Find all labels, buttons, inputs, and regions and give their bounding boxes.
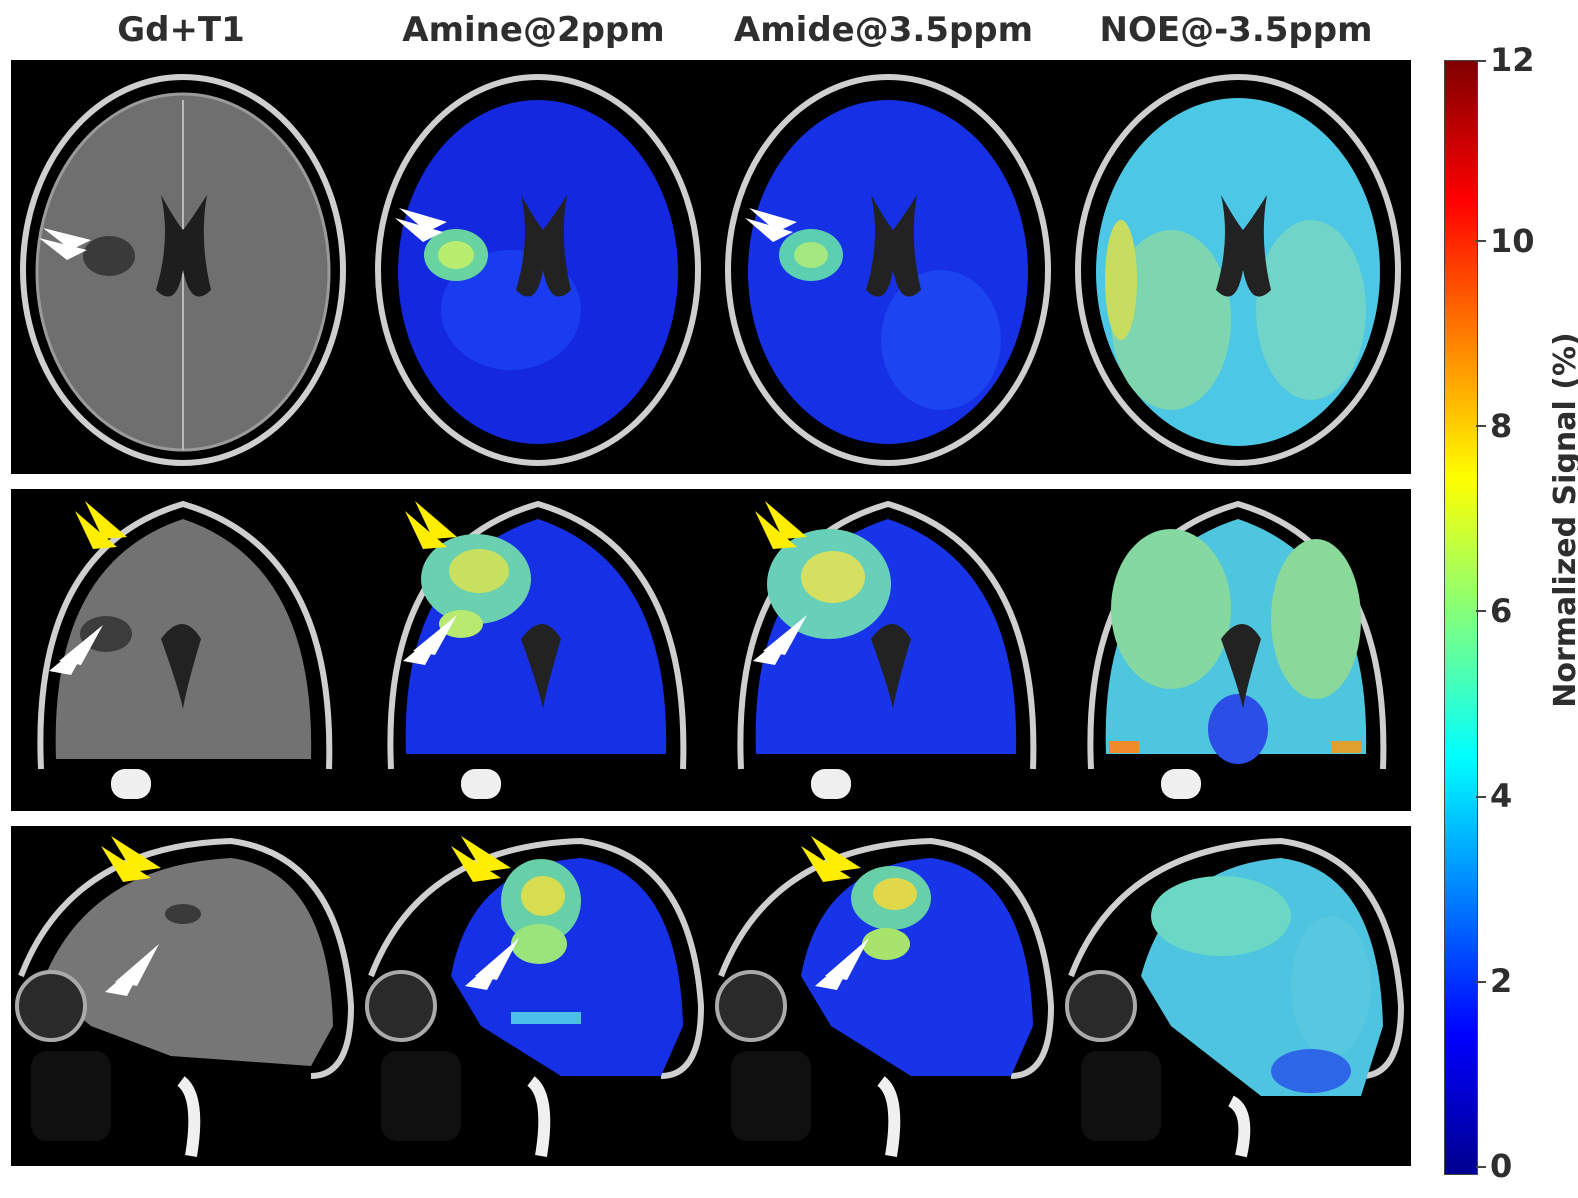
colorbar-label: Normalized Signal (%) xyxy=(1548,332,1578,708)
image-sagittal-amide xyxy=(711,826,1061,1166)
image-sagittal-amine xyxy=(361,826,711,1166)
colorbar-tick-label: 0 xyxy=(1490,1147,1513,1185)
image-axial-amide xyxy=(711,60,1061,474)
colorbar-tick-mark xyxy=(1476,1166,1486,1168)
image-coronal-gd-t1 xyxy=(11,489,361,811)
image-coronal-noe xyxy=(1061,489,1411,811)
column-title-noe: NOE@-3.5ppm xyxy=(1099,10,1373,50)
colorbar-tick-mark xyxy=(1476,60,1486,62)
colorbar-tick-mark xyxy=(1476,425,1486,427)
column-title-amide: Amide@3.5ppm xyxy=(733,10,1034,50)
panel-row-axial xyxy=(11,60,1411,474)
colorbar-tick-label: 8 xyxy=(1490,407,1513,445)
colorbar-tick-mark xyxy=(1476,610,1486,612)
image-axial-amine xyxy=(361,60,711,474)
colorbar-tick-mark xyxy=(1476,240,1486,242)
yellow-arrow-icon xyxy=(85,501,127,539)
colorbar xyxy=(1444,60,1478,1175)
image-axial-gd-t1 xyxy=(11,60,361,474)
colorbar-tick-label: 2 xyxy=(1490,962,1513,1000)
image-sagittal-gd-t1 xyxy=(11,826,361,1166)
yellow-arrow-icon xyxy=(811,836,861,872)
yellow-arrow-icon xyxy=(415,501,457,539)
white-arrow-icon xyxy=(749,208,797,232)
colorbar-tick-mark xyxy=(1476,796,1486,798)
image-sagittal-noe xyxy=(1061,826,1411,1166)
colorbar-tick-mark xyxy=(1476,981,1486,983)
panel-row-sagittal xyxy=(11,826,1411,1166)
image-axial-noe xyxy=(1061,60,1411,474)
white-arrow-icon xyxy=(399,208,447,232)
column-title-amine: Amine@2ppm xyxy=(402,10,665,50)
column-title-gd-t1: Gd+T1 xyxy=(117,10,245,50)
colorbar-tick-label: 10 xyxy=(1490,222,1535,260)
colorbar-tick-label: 12 xyxy=(1490,41,1535,79)
yellow-arrow-icon xyxy=(461,836,511,872)
image-coronal-amide xyxy=(711,489,1061,811)
white-arrow-icon xyxy=(43,228,91,250)
colorbar-tick-label: 6 xyxy=(1490,592,1513,630)
colorbar-tick-label: 4 xyxy=(1490,777,1513,815)
image-coronal-amine xyxy=(361,489,711,811)
panel-row-coronal xyxy=(11,489,1411,811)
yellow-arrow-icon xyxy=(765,501,807,539)
yellow-arrow-icon xyxy=(111,836,161,872)
